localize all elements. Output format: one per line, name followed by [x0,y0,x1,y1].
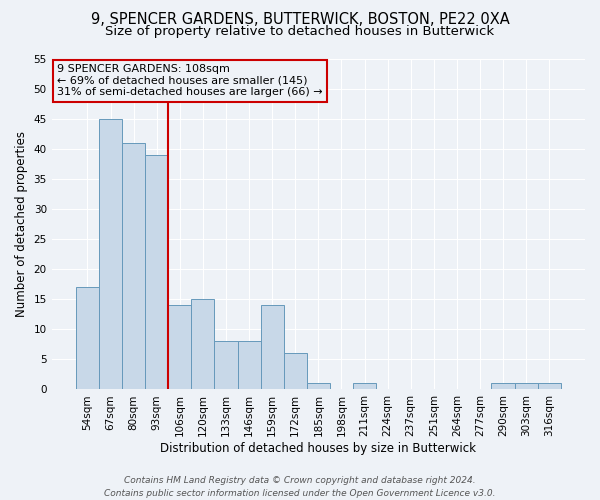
Bar [491,384,515,390]
Bar [76,288,99,390]
Bar [260,306,284,390]
X-axis label: Distribution of detached houses by size in Butterwick: Distribution of detached houses by size … [160,442,476,455]
Bar [191,300,214,390]
Text: 9 SPENCER GARDENS: 108sqm
← 69% of detached houses are smaller (145)
31% of semi: 9 SPENCER GARDENS: 108sqm ← 69% of detac… [57,64,323,97]
Text: Size of property relative to detached houses in Butterwick: Size of property relative to detached ho… [106,25,494,38]
Bar [238,342,260,390]
Text: Contains HM Land Registry data © Crown copyright and database right 2024.
Contai: Contains HM Land Registry data © Crown c… [104,476,496,498]
Bar [168,306,191,390]
Bar [99,119,122,390]
Bar [145,155,168,390]
Bar [214,342,238,390]
Bar [307,384,330,390]
Bar [284,354,307,390]
Bar [538,384,561,390]
Text: 9, SPENCER GARDENS, BUTTERWICK, BOSTON, PE22 0XA: 9, SPENCER GARDENS, BUTTERWICK, BOSTON, … [91,12,509,28]
Y-axis label: Number of detached properties: Number of detached properties [15,131,28,317]
Bar [515,384,538,390]
Bar [353,384,376,390]
Bar [122,143,145,390]
